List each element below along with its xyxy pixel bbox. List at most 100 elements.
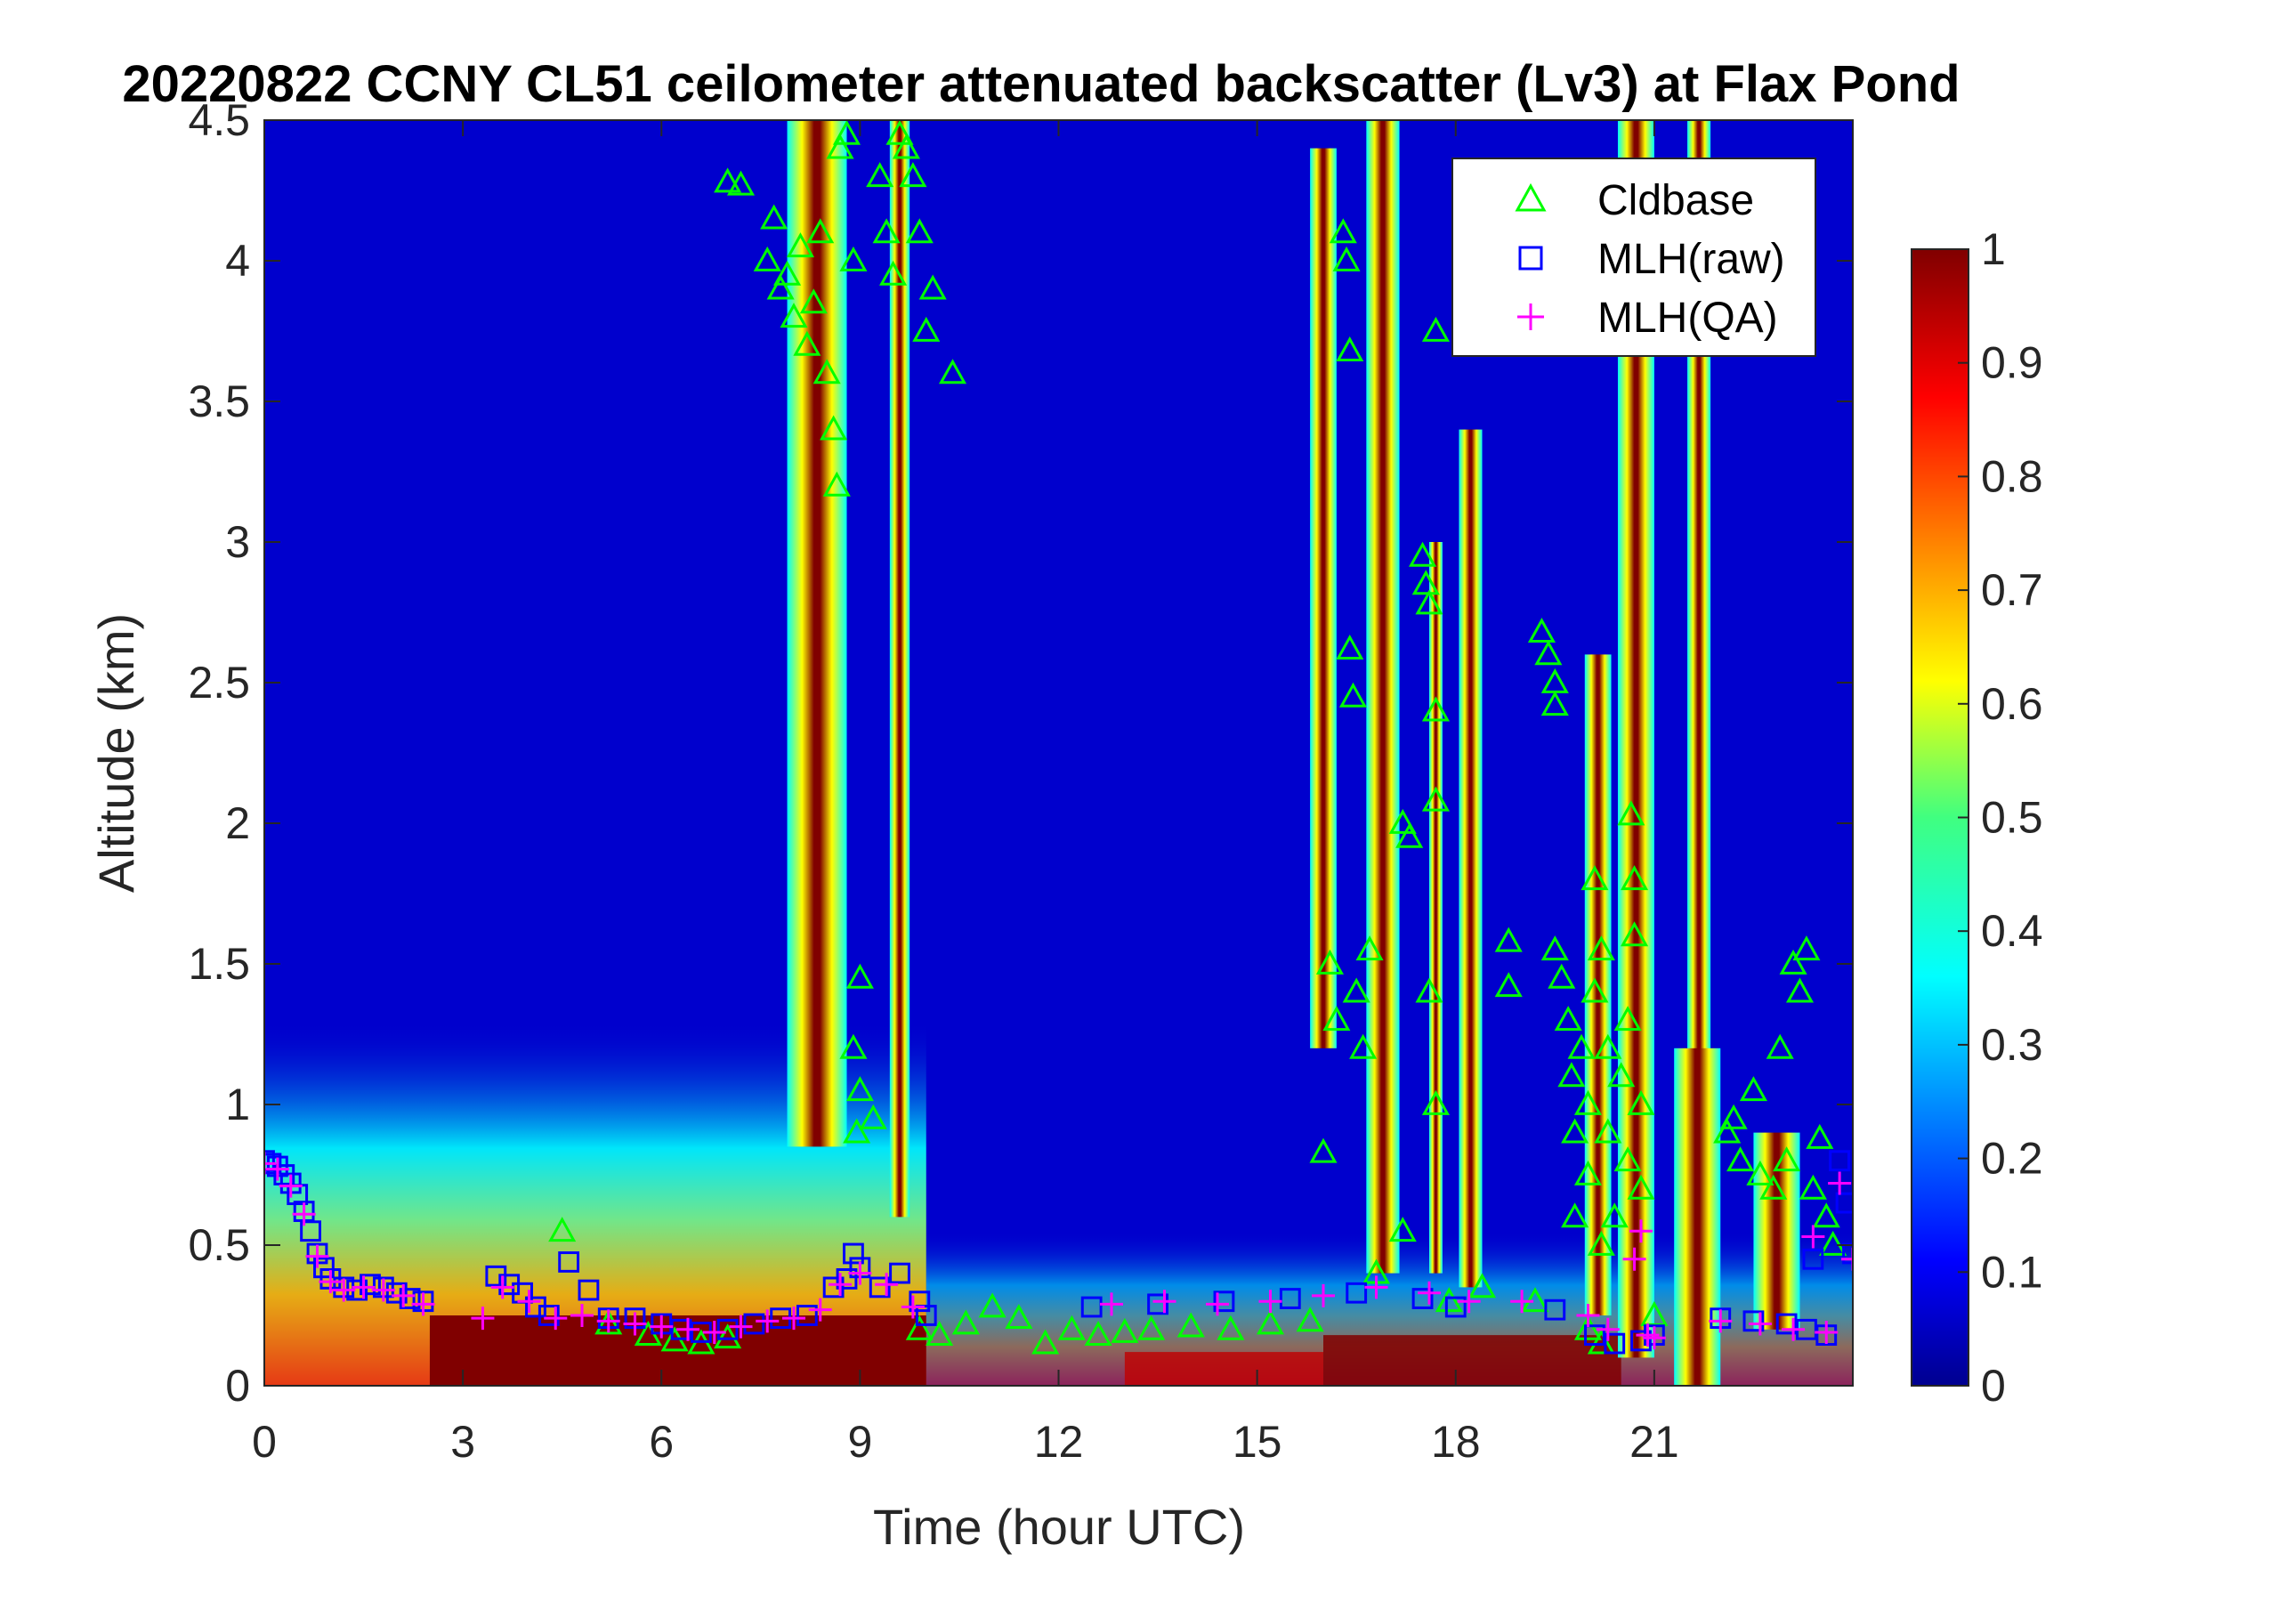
data-point	[1792, 935, 1821, 961]
data-point	[1713, 1118, 1742, 1144]
data-point	[1349, 1033, 1378, 1059]
data-point	[866, 162, 894, 188]
colorbar: 0 0.1 0.2 0.3 0.4 0.5 0.6 0.7 0.8 0.9 1	[1911, 224, 2043, 1411]
data-point	[1421, 316, 1450, 342]
data-point	[1534, 640, 1563, 666]
legend: Cldbase MLH(raw) MLH(QA)	[1451, 158, 1816, 357]
data-point	[623, 1312, 647, 1336]
data-point	[912, 316, 941, 342]
data-point	[1395, 822, 1424, 848]
data-point	[1739, 1076, 1767, 1102]
data-point	[596, 1309, 620, 1333]
data-point	[399, 1288, 421, 1309]
colorbar-tick-label: 0.6	[1981, 679, 2043, 729]
data-point	[799, 288, 828, 314]
data-point	[1829, 1150, 1851, 1172]
data-point	[411, 1292, 435, 1316]
data-point	[951, 1309, 980, 1335]
data-point	[892, 134, 920, 159]
data-point	[1607, 1062, 1636, 1088]
data-point	[1613, 1006, 1642, 1032]
data-point	[826, 134, 854, 159]
data-point	[806, 218, 835, 244]
data-point	[793, 330, 821, 356]
data-point	[1621, 865, 1649, 891]
data-point	[1587, 1230, 1615, 1256]
data-point	[1544, 1299, 1566, 1321]
legend-entries: Cldbase MLH(raw) MLH(QA)	[1515, 177, 1785, 342]
data-point	[1296, 1307, 1324, 1332]
colorbar-ticks: 0 0.1 0.2 0.3 0.4 0.5 0.6 0.7 0.8 0.9 1	[1958, 224, 2043, 1411]
data-point	[1176, 1312, 1205, 1338]
cloud-column	[1429, 542, 1443, 1274]
data-point	[872, 218, 901, 244]
data-point	[1819, 1230, 1847, 1256]
legend-label: MLH(QA)	[1597, 295, 1778, 342]
legend-label: MLH(raw)	[1597, 236, 1785, 283]
data-point	[1364, 1275, 1388, 1299]
data-point	[889, 1262, 910, 1284]
data-point	[1332, 246, 1361, 271]
data-point	[490, 1275, 514, 1299]
data-point	[1527, 618, 1556, 643]
x-tick-label: 15	[1233, 1417, 1282, 1467]
data-point	[729, 1315, 753, 1339]
data-point	[1630, 1330, 1652, 1352]
data-point	[385, 1282, 408, 1304]
x-tick-label: 18	[1431, 1417, 1481, 1467]
data-point	[332, 1278, 356, 1302]
colorbar-tick-label: 0.7	[1981, 565, 2043, 615]
legend-marker	[1515, 182, 1547, 212]
data-point	[760, 204, 788, 230]
data-point	[1581, 977, 1609, 1003]
data-point	[1258, 1290, 1282, 1314]
x-tick-label: 0	[252, 1417, 277, 1467]
y-tick-label: 1.5	[188, 939, 250, 989]
data-point	[812, 359, 841, 384]
data-point	[918, 274, 947, 300]
data-point	[1415, 977, 1443, 1003]
data-point	[796, 1305, 818, 1326]
data-point	[1573, 1160, 1603, 1185]
data-point	[782, 1307, 805, 1331]
x-axis-label: Time (hour UTC)	[873, 1499, 1245, 1555]
data-point	[1137, 1315, 1166, 1340]
data-point	[1594, 1033, 1622, 1059]
data-point	[1806, 1123, 1834, 1149]
data-point	[1759, 1174, 1788, 1200]
data-point	[676, 1317, 699, 1341]
data-point	[1719, 1104, 1748, 1129]
data-point	[1548, 963, 1576, 989]
data-point	[1779, 949, 1807, 975]
data-point	[1336, 336, 1364, 362]
data-point	[1773, 1146, 1801, 1172]
data-point	[926, 1321, 954, 1347]
data-point	[1801, 1225, 1825, 1249]
dense-low-layer	[1124, 1352, 1323, 1386]
data-point	[1279, 1288, 1301, 1309]
data-point	[1411, 570, 1440, 595]
data-point	[1785, 977, 1815, 1003]
data-point	[1748, 1312, 1772, 1336]
data-point	[845, 963, 874, 989]
data-point	[1557, 1062, 1586, 1088]
data-point	[1812, 1202, 1840, 1228]
data-point	[305, 1244, 329, 1268]
y-tick-label: 0.5	[188, 1220, 250, 1270]
data-point	[1336, 634, 1364, 659]
data-point	[1005, 1304, 1033, 1330]
data-point	[822, 471, 851, 497]
data-point	[1746, 1160, 1775, 1185]
y-tick-label: 4.5	[188, 95, 250, 145]
cloud-column	[1366, 120, 1400, 1274]
data-point	[845, 1076, 874, 1102]
data-point	[1561, 1118, 1589, 1144]
data-point	[743, 1313, 765, 1335]
colorbar-tick-label: 0.1	[1981, 1247, 2043, 1297]
data-point	[1573, 1089, 1603, 1115]
data-point	[1540, 691, 1569, 716]
data-point	[1322, 1006, 1351, 1032]
data-point	[1217, 1315, 1245, 1340]
data-point	[905, 218, 934, 244]
data-point	[1842, 1242, 1853, 1265]
